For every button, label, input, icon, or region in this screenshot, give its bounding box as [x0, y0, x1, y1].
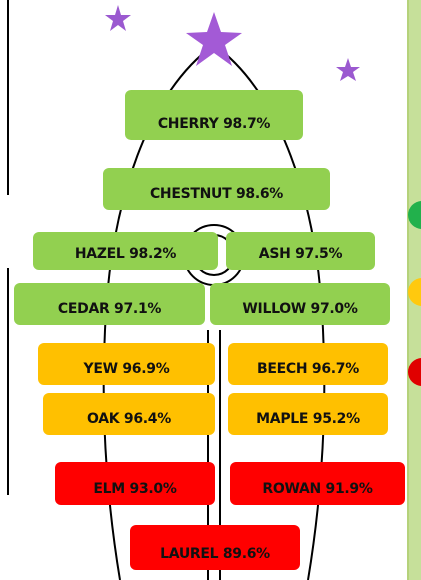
score-tag: MAPLE 95.2% [228, 393, 388, 435]
score-tag: CEDAR 97.1% [14, 283, 205, 325]
score-tag: ASH 97.5% [226, 232, 375, 270]
score-tag: WILLOW 97.0% [210, 283, 390, 325]
score-tag: ELM 93.0% [55, 462, 215, 505]
score-tag: OAK 96.4% [43, 393, 215, 435]
score-tag: BEECH 96.7% [228, 343, 388, 385]
score-tag: LAUREL 89.6% [130, 525, 300, 570]
score-tag: CHERRY 98.7% [125, 90, 303, 140]
score-tag: YEW 96.9% [38, 343, 215, 385]
score-tag: ROWAN 91.9% [230, 462, 405, 505]
score-tag: HAZEL 98.2% [33, 232, 218, 270]
page: CHERRY 98.7% CHESTNUT 98.6% HAZEL 98.2% … [0, 0, 421, 580]
score-tag: CHESTNUT 98.6% [103, 168, 330, 210]
